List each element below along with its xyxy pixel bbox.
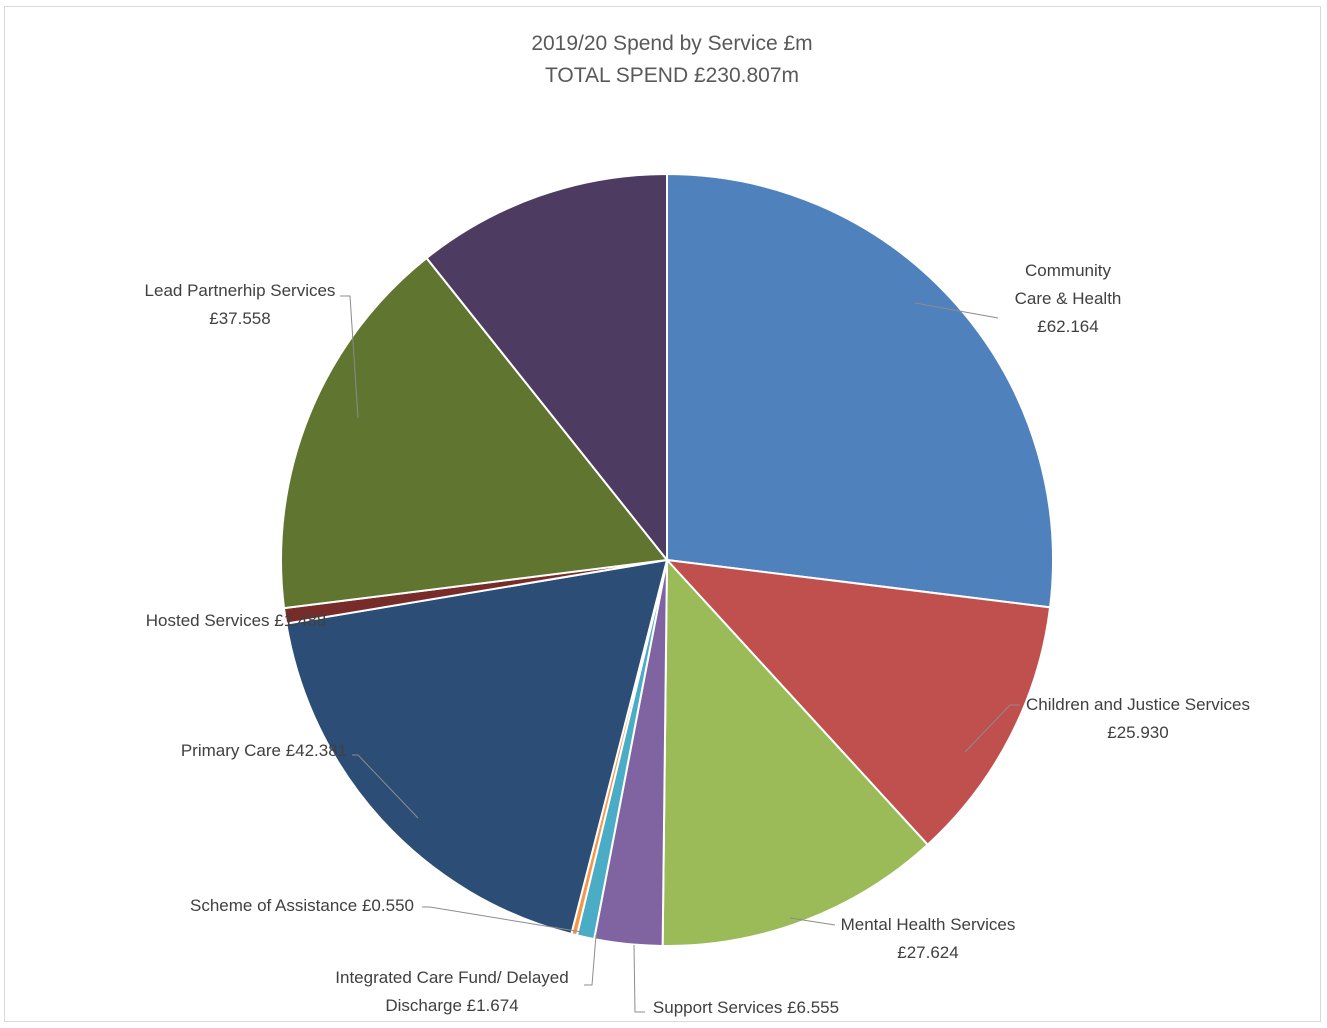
leader-lines	[340, 295, 1020, 1013]
slice-label-4-line-0: Integrated Care Fund/ Delayed	[335, 968, 568, 987]
slice-label-2-line-1: £27.624	[897, 943, 958, 962]
slice-label-5-line-0: Scheme of Assistance £0.550	[190, 896, 414, 915]
slice-labels: Community Care & Health £62.164 Children an…	[145, 261, 1250, 1017]
pie-slice-1	[664, 558, 1052, 847]
leader-line-5	[422, 906, 583, 933]
slice-label-0-line-0: Community	[1025, 261, 1111, 280]
slice-label-3-line-0: Support Services £6.555	[653, 998, 839, 1017]
slice-label-8-line-0: Lead Partnerhip Services	[145, 281, 336, 300]
slice-label-4-line-1: Discharge £1.674	[385, 996, 518, 1015]
leader-line-8	[340, 295, 359, 419]
leader-line-6	[352, 754, 419, 819]
slice-label-6-line-0: Primary Care £42.381	[181, 741, 347, 760]
slice-label-1-line-1: £25.930	[1107, 723, 1168, 742]
pie-slice-0	[666, 172, 1055, 609]
leader-line-3	[633, 944, 645, 1013]
leader-line-0	[914, 302, 999, 319]
leader-line-4	[584, 934, 597, 986]
slice-label-0-line-1: Care & Health	[1015, 289, 1122, 308]
slice-label-1-line-0: Children and Justice Services	[1026, 695, 1250, 714]
slice-label-0-line-2: £62.164	[1037, 317, 1098, 336]
slice-label-8-line-1: £37.558	[209, 309, 270, 328]
slice-label-2-line-0: Mental Health Services	[841, 915, 1016, 934]
leader-line-2	[789, 917, 836, 926]
pie-slice-9	[425, 172, 668, 563]
pie-slices	[279, 172, 1055, 947]
pie-slice-8	[279, 256, 669, 610]
slice-label-7-line-0: Hosted Services £1.488	[146, 611, 327, 630]
leader-line-1	[964, 704, 1020, 753]
chart-subtitle: TOTAL SPEND £230.807m	[545, 64, 799, 87]
pie-slice-6	[285, 558, 669, 936]
chart-title: 2019/20 Spend by Service £m	[531, 32, 812, 55]
